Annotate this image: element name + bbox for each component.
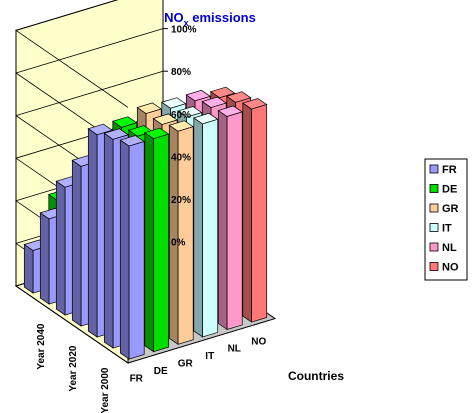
x-tick-label: GR	[178, 359, 194, 370]
bar-FR-0	[120, 136, 144, 360]
legend-swatch	[430, 263, 438, 271]
legend-swatch	[430, 165, 438, 173]
chart-title-main: NO	[164, 10, 184, 25]
y-tick-label: 80%	[171, 67, 191, 78]
chart-title-suffix: emissions	[189, 10, 256, 25]
y-tick-label: 60%	[171, 110, 191, 121]
legend-swatch	[430, 243, 438, 251]
x-tick-label: DE	[154, 366, 168, 377]
legend-label: FR	[442, 164, 457, 176]
depth-tick-label: Year 2000	[100, 367, 111, 413]
y-tick-label: 0%	[171, 238, 186, 249]
y-tick-label: 100%	[171, 25, 197, 36]
depth-tick-label: Year 2040	[36, 323, 47, 370]
legend-label: IT	[442, 223, 452, 235]
legend: FR DE GR IT NL NO	[425, 159, 467, 280]
y-tick-label: 40%	[171, 152, 191, 163]
x-tick-label: NO	[251, 336, 266, 347]
x-axis-title: Countries	[288, 369, 344, 383]
legend-label: NL	[442, 242, 457, 254]
legend-swatch	[430, 224, 438, 232]
y-tick-label: 20%	[171, 195, 191, 206]
x-tick-label: NL	[228, 344, 241, 355]
bar-DE-0	[145, 128, 169, 352]
legend-label: GR	[442, 203, 459, 215]
bar-NO-0	[243, 99, 267, 323]
legend-swatch	[430, 185, 438, 193]
legend-label: NO	[442, 262, 459, 274]
x-tick-label: FR	[130, 373, 144, 384]
bar-NL-0	[218, 106, 242, 330]
depth-tick-label: Year 2020	[68, 345, 79, 392]
bar-IT-0	[194, 113, 218, 337]
legend-label: DE	[442, 184, 457, 196]
legend-swatch	[430, 204, 438, 212]
x-tick-label: IT	[205, 351, 214, 362]
